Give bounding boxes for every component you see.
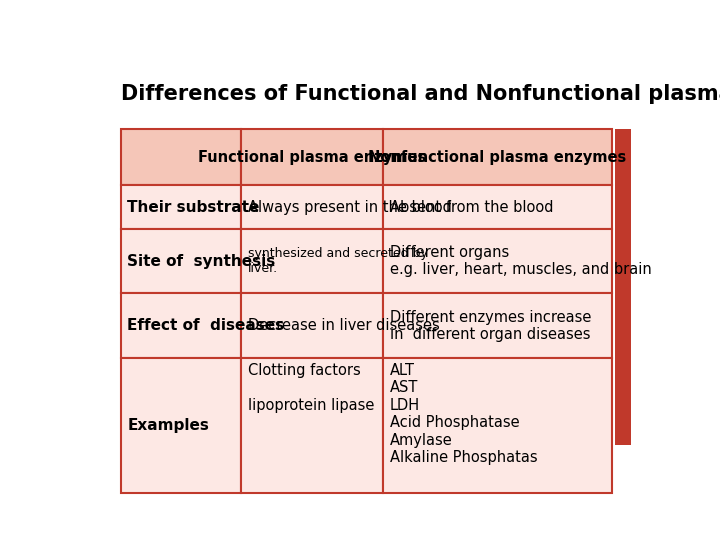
Text: Clotting factors

lipoprotein lipase: Clotting factors lipoprotein lipase	[248, 363, 374, 413]
Text: Functional plasma enzymes: Functional plasma enzymes	[198, 150, 426, 165]
Bar	[615, 129, 631, 446]
Text: Differences of Functional and Nonfunctional plasma enzymes: Differences of Functional and Nonfunctio…	[121, 84, 720, 104]
Text: Effect of  diseases: Effect of diseases	[127, 318, 284, 333]
Bar	[383, 358, 612, 493]
Bar	[241, 358, 383, 493]
Bar	[121, 294, 241, 358]
Bar	[383, 294, 612, 358]
Text: Different enzymes increase
in  different organ diseases: Different enzymes increase in different …	[390, 309, 591, 342]
Bar	[241, 294, 383, 358]
Bar	[121, 185, 241, 229]
Text: Nonfunctional plasma enzymes: Nonfunctional plasma enzymes	[369, 150, 626, 165]
Text: Site of  synthesis: Site of synthesis	[127, 254, 276, 269]
Bar	[121, 229, 241, 294]
Text: Absent from the blood: Absent from the blood	[390, 200, 554, 215]
Text: Always present in the blood: Always present in the blood	[248, 200, 451, 215]
Bar	[383, 185, 612, 229]
Text: ALT
AST
LDH
Acid Phosphatase
Amylase
Alkaline Phosphatas: ALT AST LDH Acid Phosphatase Amylase Alk…	[390, 363, 538, 465]
Bar	[241, 185, 383, 229]
Bar	[121, 358, 241, 493]
Bar	[121, 129, 241, 185]
Text: Decrease in liver diseases: Decrease in liver diseases	[248, 318, 439, 333]
Text: Different organs
e.g. liver, heart, muscles, and brain: Different organs e.g. liver, heart, musc…	[390, 245, 652, 278]
Bar	[383, 129, 612, 185]
Bar	[383, 229, 612, 294]
Text: Examples: Examples	[127, 418, 210, 433]
Bar	[241, 229, 383, 294]
Text: synthesized and secreted by
liver.: synthesized and secreted by liver.	[248, 247, 428, 275]
Text: Their substrate: Their substrate	[127, 200, 260, 215]
Bar	[241, 129, 383, 185]
